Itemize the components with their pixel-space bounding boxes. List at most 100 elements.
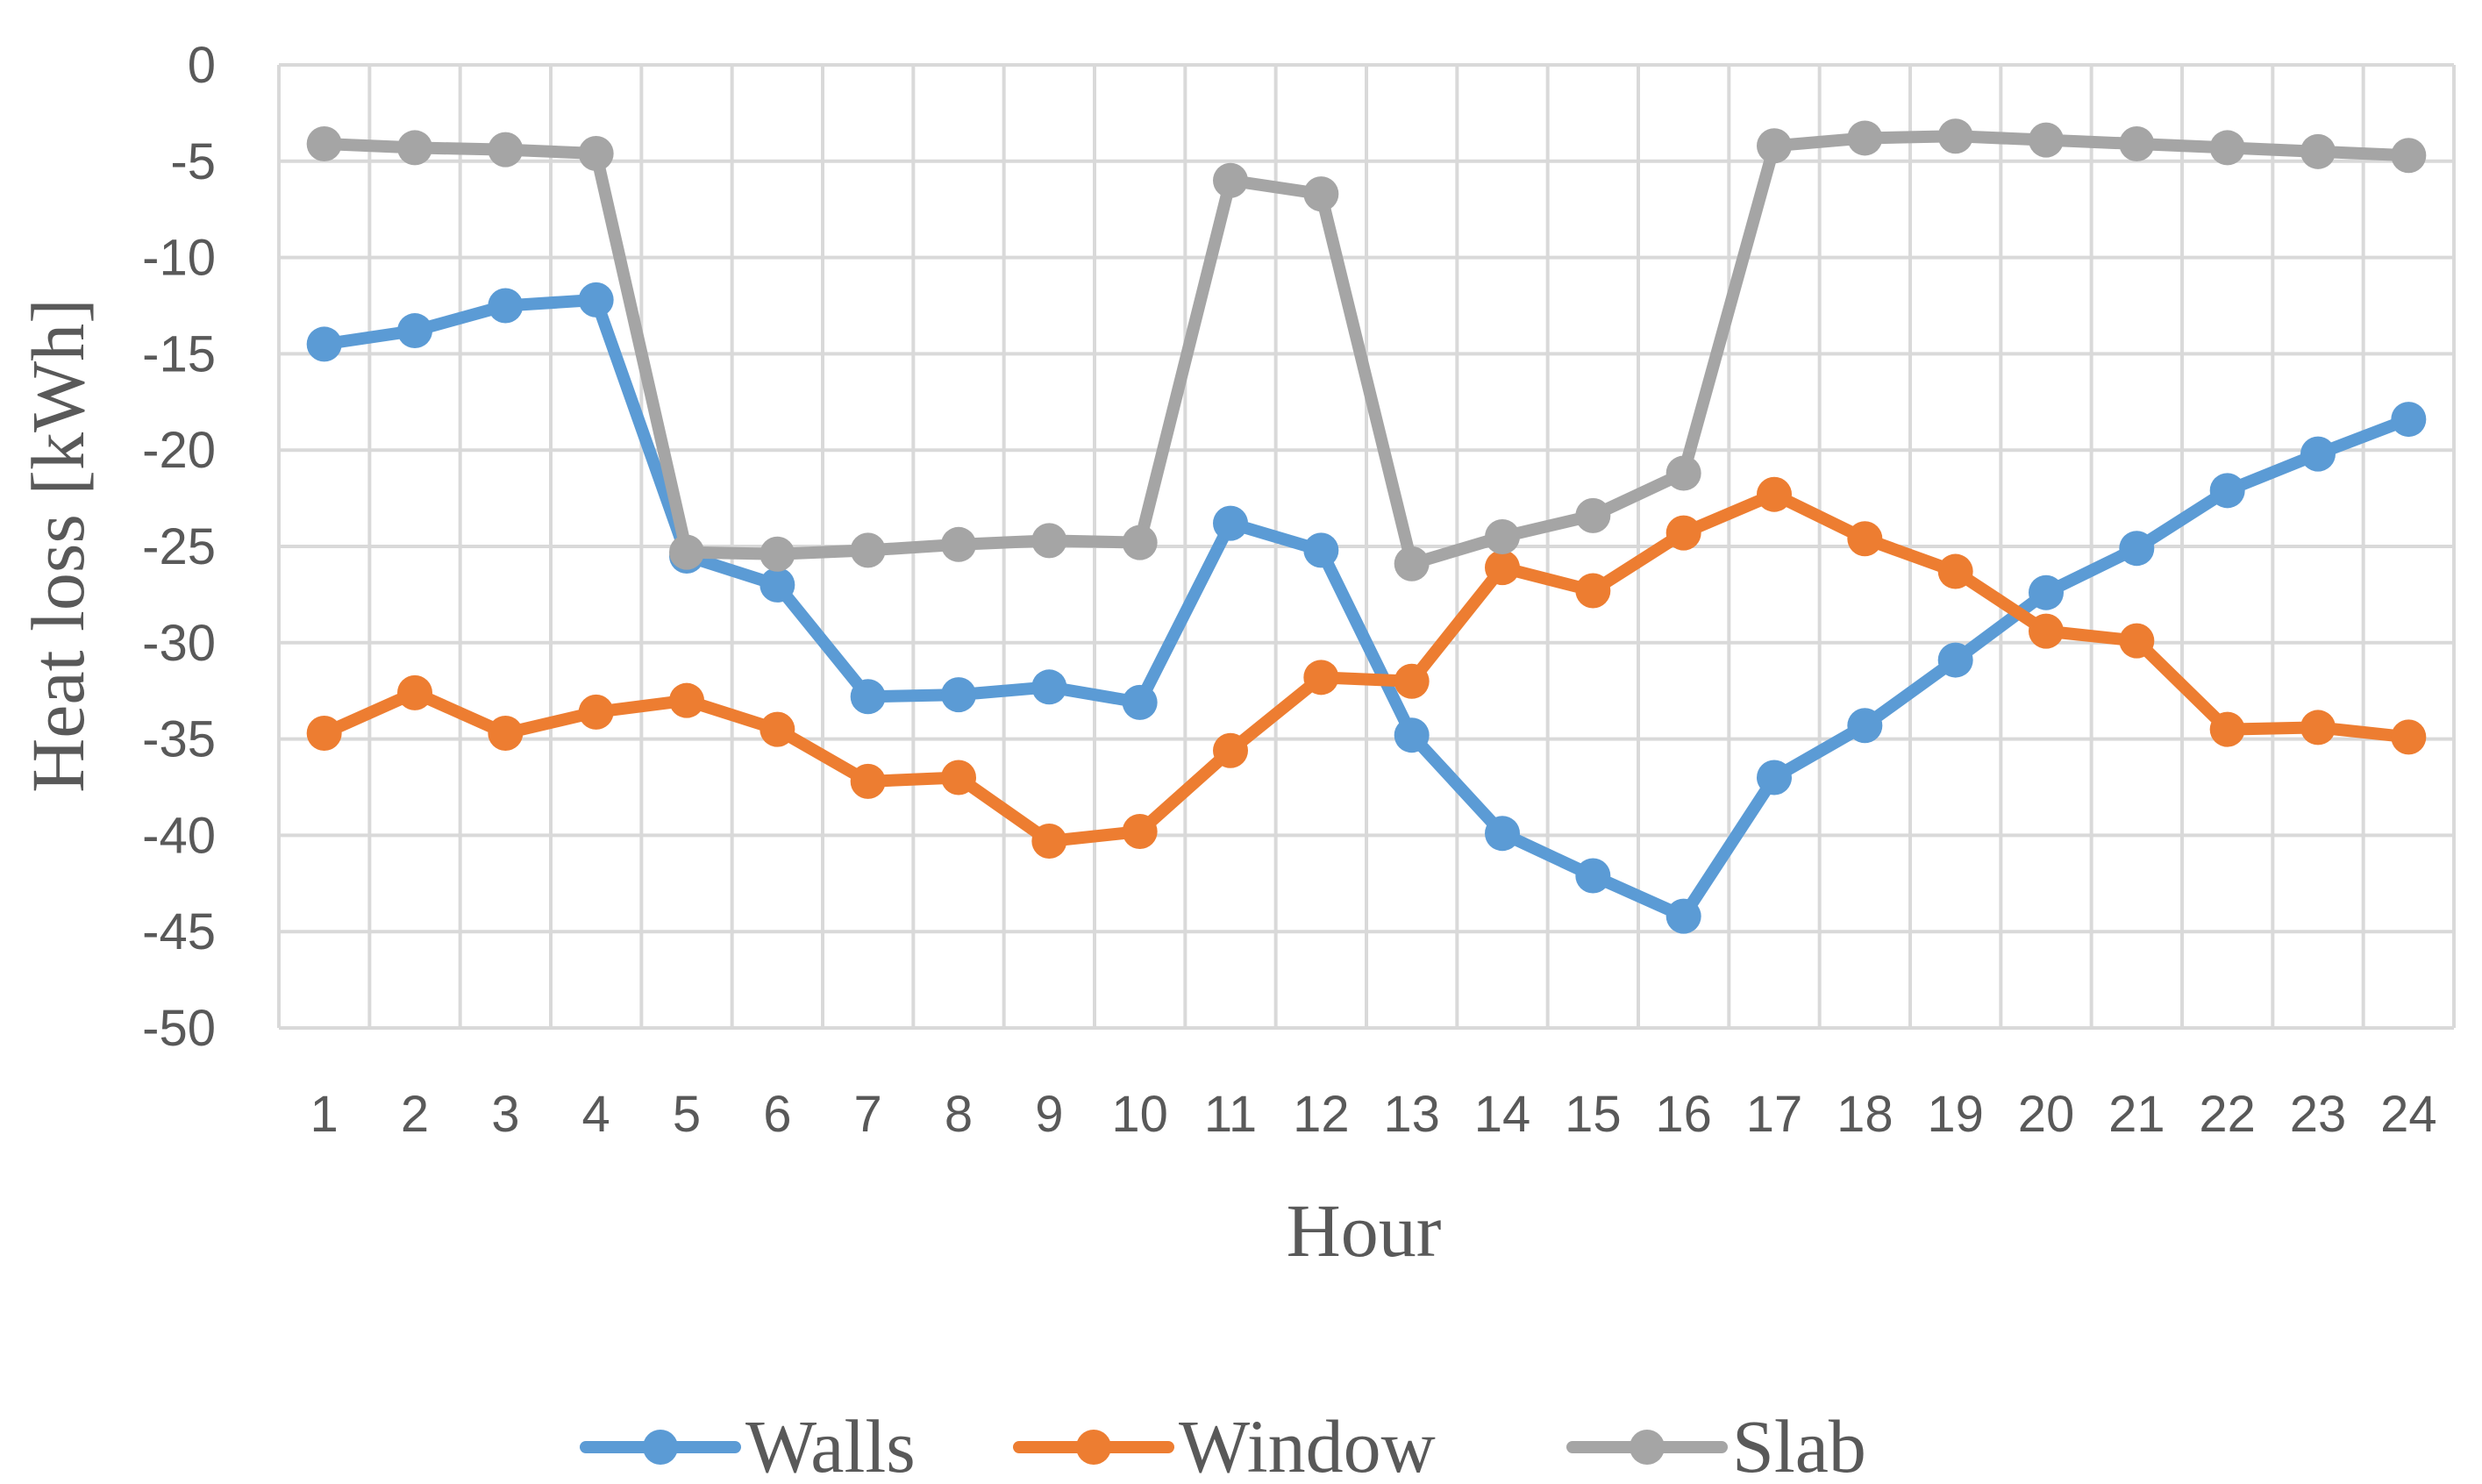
data-point-walls <box>1303 532 1339 568</box>
legend-item-slab: Slab <box>1566 1404 1866 1484</box>
legend-label-slab: Slab <box>1732 1404 1866 1484</box>
data-point-window <box>2029 613 2064 649</box>
x-tick-label: 24 <box>2380 1086 2437 1143</box>
data-point-slab <box>2209 130 2245 166</box>
data-point-window <box>2209 711 2245 747</box>
legend-label-walls: Walls <box>745 1404 916 1484</box>
data-point-walls <box>1665 898 1701 934</box>
data-point-walls <box>1937 642 1973 678</box>
data-point-walls <box>2391 402 2427 438</box>
data-point-walls <box>1575 858 1611 894</box>
x-tick-label: 17 <box>1746 1086 1803 1143</box>
legend-label-window: Window <box>1179 1404 1436 1484</box>
data-point-slab <box>1937 118 1973 154</box>
y-tick-label: -35 <box>142 711 216 768</box>
data-point-slab <box>397 130 432 166</box>
data-point-window <box>1122 814 1158 850</box>
data-point-slab <box>1122 524 1158 560</box>
data-point-walls <box>760 567 795 603</box>
data-point-walls <box>1031 669 1067 705</box>
x-tick-label: 8 <box>945 1086 973 1143</box>
data-point-slab <box>1757 128 1792 164</box>
data-point-slab <box>488 132 524 168</box>
legend-marker-slab <box>1630 1430 1665 1465</box>
y-tick-label: -40 <box>142 807 216 864</box>
data-point-slab <box>2300 133 2336 169</box>
data-point-walls <box>1847 708 1883 744</box>
x-tick-label: 5 <box>673 1086 701 1143</box>
legend-marker-walls <box>643 1430 678 1465</box>
data-point-window <box>1394 663 1430 699</box>
legend-item-window: Window <box>1013 1404 1436 1484</box>
data-point-slab <box>2029 122 2064 158</box>
data-point-walls <box>397 313 432 349</box>
data-point-window <box>1031 823 1067 859</box>
data-point-walls <box>488 288 524 324</box>
x-tick-label: 22 <box>2199 1086 2256 1143</box>
x-tick-label: 7 <box>854 1086 882 1143</box>
x-tick-label: 10 <box>1111 1086 1168 1143</box>
data-point-slab <box>760 536 795 572</box>
y-tick-label: 0 <box>188 37 216 94</box>
y-tick-label: -5 <box>170 133 216 190</box>
legend-marker-window <box>1076 1430 1111 1465</box>
data-point-walls <box>1757 760 1792 796</box>
x-axis-title: Hour <box>1287 1188 1442 1273</box>
x-tick-label: 23 <box>2290 1086 2347 1143</box>
data-point-walls <box>1122 684 1158 720</box>
data-point-slab <box>1665 455 1701 491</box>
data-point-window <box>1303 660 1339 696</box>
x-tick-label: 2 <box>401 1086 429 1143</box>
data-point-window <box>1213 732 1248 768</box>
y-tick-label: -45 <box>142 903 216 960</box>
data-point-window <box>1757 476 1792 512</box>
x-axis-ticks: 1 2 3 4 5 6 7 8 9 10 11 12 13 14 15 16 17 18 19 20 21 22 23 24 <box>310 1086 2437 1143</box>
data-point-slab <box>1213 162 1248 198</box>
data-point-walls <box>1485 816 1520 852</box>
data-point-window <box>1665 515 1701 551</box>
data-point-slab <box>306 126 342 162</box>
y-tick-label: -10 <box>142 230 216 287</box>
x-tick-label: 11 <box>1204 1086 1257 1143</box>
data-point-window <box>1937 553 1973 589</box>
data-point-window <box>1847 521 1883 557</box>
data-point-window <box>1575 573 1611 609</box>
y-tick-label: -15 <box>142 325 216 382</box>
data-point-slab <box>1031 523 1067 559</box>
data-point-window <box>1485 550 1520 586</box>
data-point-window <box>760 711 795 747</box>
series-slab <box>306 118 2427 581</box>
y-axis-title: Heat loss [kWh] <box>16 298 100 793</box>
x-tick-label: 13 <box>1383 1086 1440 1143</box>
x-tick-label: 14 <box>1474 1086 1531 1143</box>
x-tick-label: 12 <box>1293 1086 1350 1143</box>
legend: Walls Window Slab <box>580 1404 1866 1484</box>
data-point-walls <box>1213 505 1248 541</box>
data-point-slab <box>669 534 704 570</box>
data-point-window <box>941 760 976 796</box>
data-point-window <box>2391 719 2427 755</box>
data-point-slab <box>941 526 976 562</box>
series-window <box>306 476 2427 859</box>
data-point-walls <box>2029 574 2064 610</box>
data-point-slab <box>578 136 614 172</box>
data-point-window <box>397 674 432 710</box>
data-point-window <box>669 682 704 718</box>
data-point-window <box>2119 623 2155 659</box>
data-point-walls <box>2119 531 2155 567</box>
data-point-walls <box>306 326 342 362</box>
x-tick-label: 19 <box>1927 1086 1984 1143</box>
data-point-slab <box>850 532 886 568</box>
x-tick-label: 3 <box>491 1086 519 1143</box>
y-axis-ticks: 0 -5 -10 -15 -20 -25 -30 -35 -40 -45 -50 <box>142 37 216 1057</box>
data-point-walls <box>2209 473 2245 509</box>
data-point-walls <box>850 679 886 715</box>
x-tick-label: 9 <box>1035 1086 1063 1143</box>
x-tick-label: 18 <box>1837 1086 1894 1143</box>
x-tick-label: 21 <box>2108 1086 2165 1143</box>
data-point-slab <box>1575 497 1611 533</box>
data-point-window <box>578 694 614 730</box>
data-point-slab <box>2119 126 2155 162</box>
